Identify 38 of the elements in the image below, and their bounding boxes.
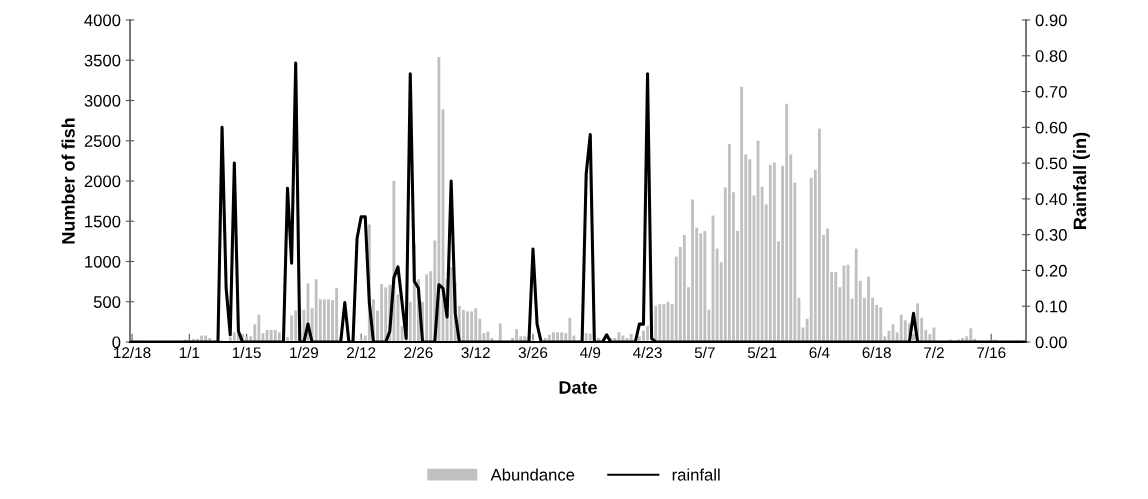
y2-tick-label: 0.40 xyxy=(1035,193,1067,206)
x-axis-title: Date xyxy=(559,381,597,394)
y-tick-label: 2500 xyxy=(84,135,121,147)
x-tick-label: 4/9 xyxy=(580,346,601,359)
legend-label: Abundance xyxy=(490,468,575,481)
y-axis-title: Number of fish xyxy=(61,118,75,244)
y-tick-label: 3500 xyxy=(84,54,121,67)
x-tick-label: 5/7 xyxy=(694,346,715,359)
x-tick-label: 1/1 xyxy=(179,346,200,359)
x-tick-label: 6/18 xyxy=(862,346,891,359)
y2-tick-label: 0.60 xyxy=(1035,121,1067,134)
y2-axis-title: Rainfall (in) xyxy=(1073,132,1090,229)
x-tick-label: 2/12 xyxy=(347,346,376,359)
y-tick-label: 3000 xyxy=(84,94,121,107)
y-tick-label: 1000 xyxy=(85,255,121,268)
y-tick-label: 1500 xyxy=(85,215,121,228)
y-tick-label: 2000 xyxy=(84,175,121,188)
x-tick-label: 3/12 xyxy=(461,346,490,359)
x-tick-label: 2/26 xyxy=(404,346,433,359)
y2-tick-label: 0.20 xyxy=(1035,264,1067,277)
x-tick-label: 1/29 xyxy=(290,346,319,359)
y2-tick-label: 0.10 xyxy=(1035,300,1067,313)
y-tick-label: 4000 xyxy=(84,14,121,27)
x-tick-label: 3/26 xyxy=(518,346,548,359)
x-tick-label: 6/4 xyxy=(809,346,830,359)
y-tick-label: 500 xyxy=(93,296,121,308)
y2-tick-label: 0.00 xyxy=(1035,336,1067,349)
y2-tick-label: 0.50 xyxy=(1035,157,1067,170)
y2-tick-label: 0.90 xyxy=(1035,14,1067,27)
y2-tick-label: 0.80 xyxy=(1035,50,1067,62)
x-tick-label: 7/16 xyxy=(977,346,1006,359)
x-tick-label: 7/2 xyxy=(924,346,944,359)
y2-tick-label: 0.30 xyxy=(1035,229,1067,241)
x-tick-label: 4/23 xyxy=(633,346,662,359)
x-tick-label: 1/15 xyxy=(232,346,261,359)
y2-tick-label: 0.70 xyxy=(1035,85,1067,98)
legend-label: rainfall xyxy=(672,468,720,481)
x-tick-label: 5/21 xyxy=(747,346,777,359)
